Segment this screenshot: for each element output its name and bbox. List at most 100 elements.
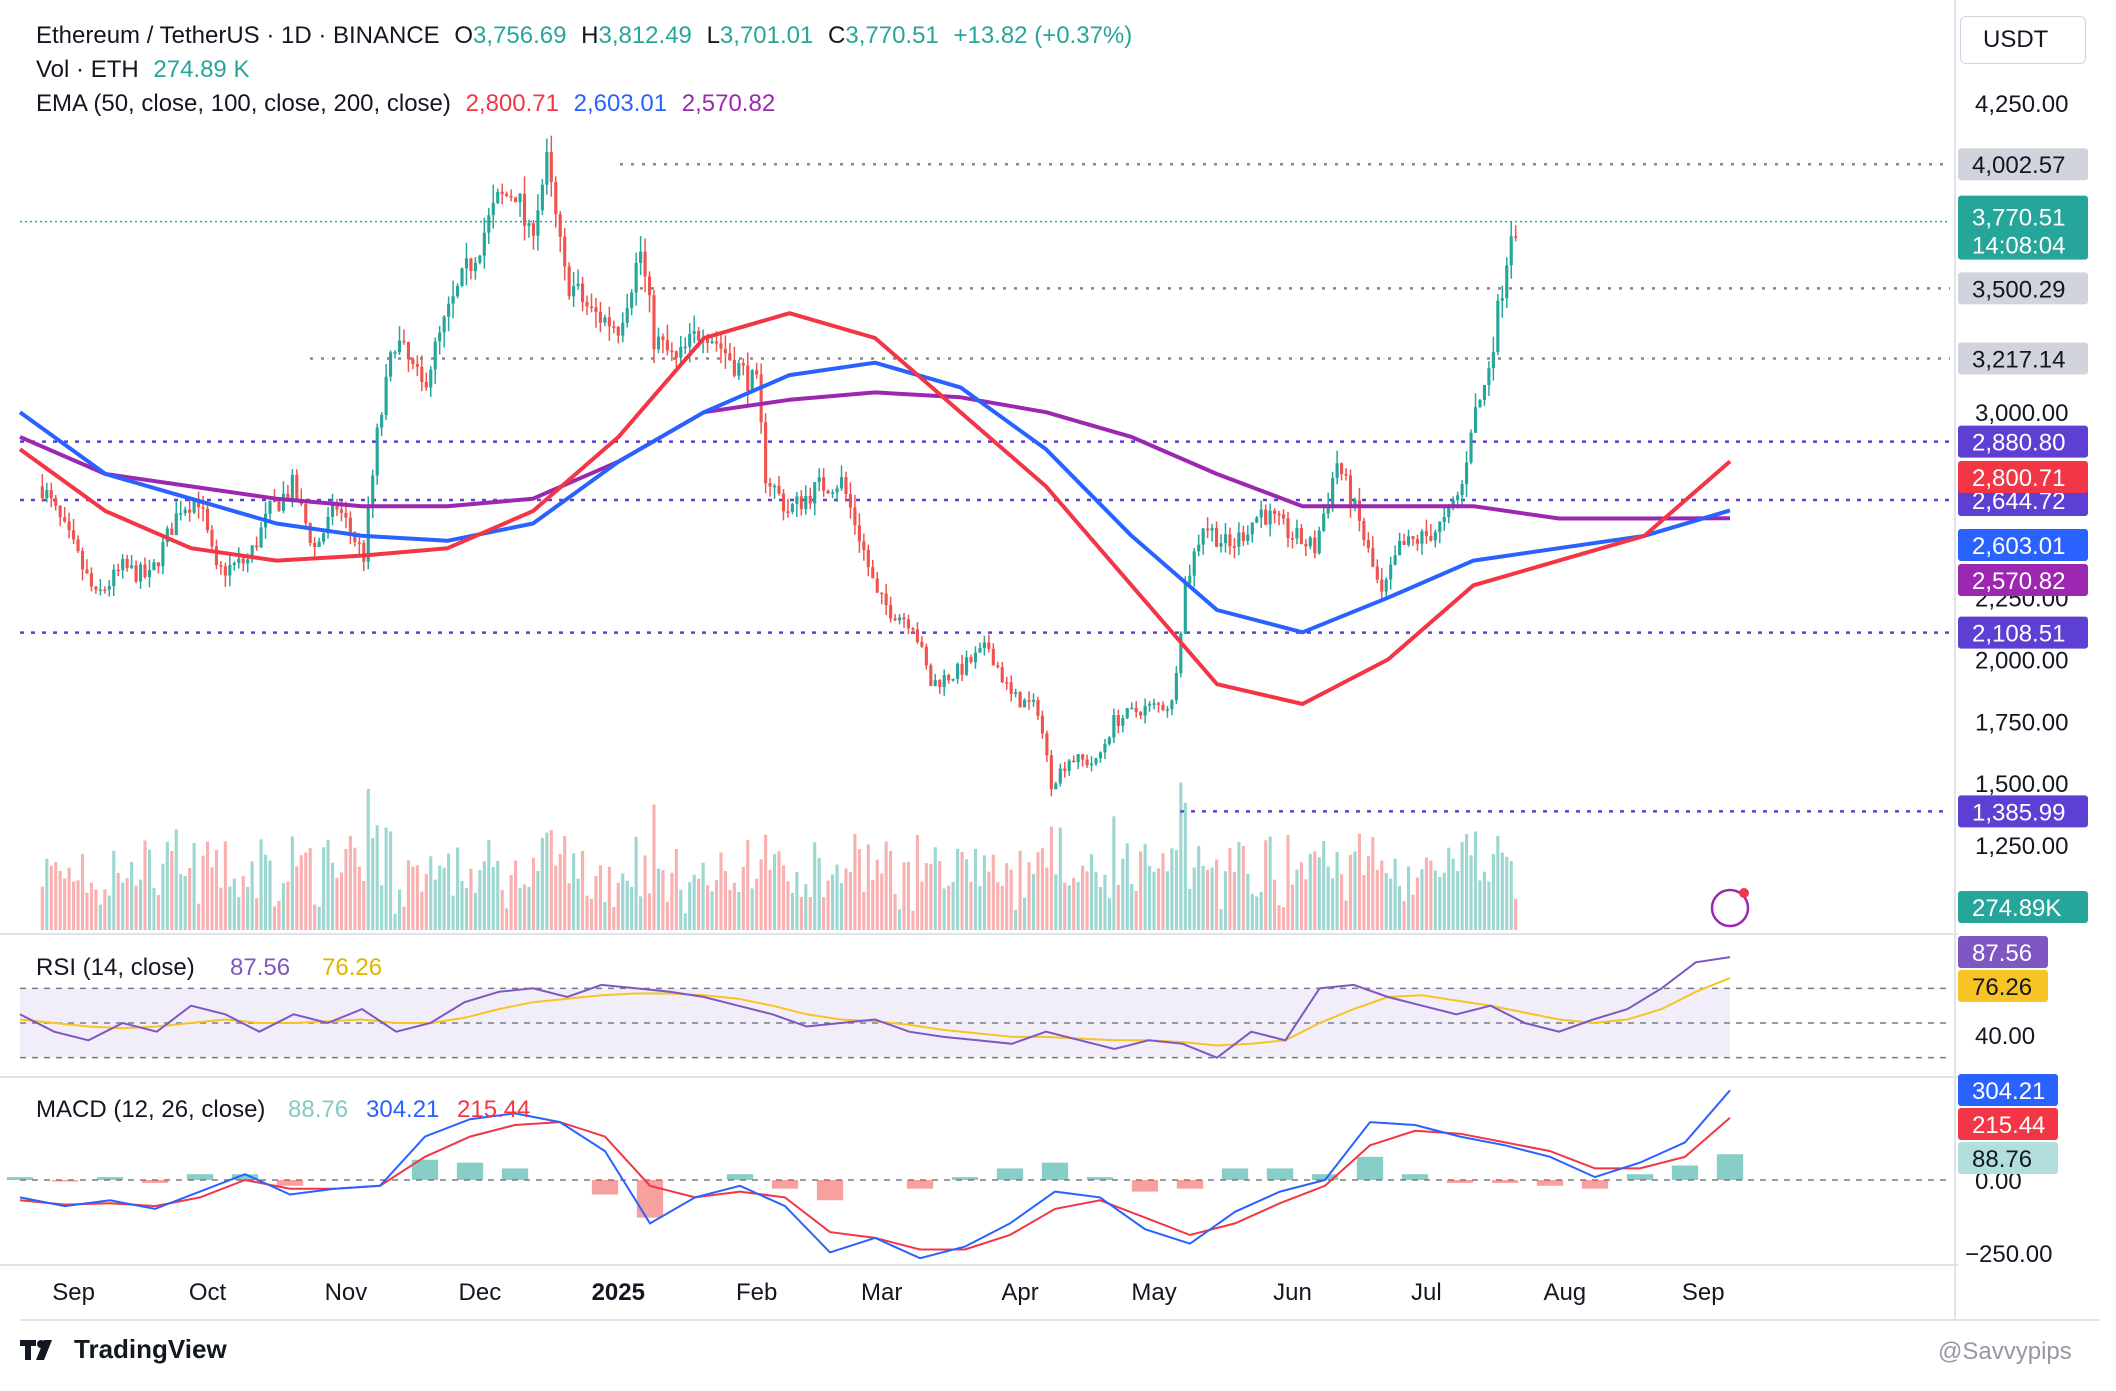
- candle-body: [420, 366, 424, 382]
- rsi-title: RSI (14, close): [36, 954, 195, 981]
- candle-body: [353, 532, 357, 543]
- candle-body: [612, 326, 616, 328]
- time-axis-tick: Jul: [1411, 1279, 1442, 1306]
- candle-body: [1478, 399, 1482, 408]
- volume-bar: [1223, 871, 1228, 930]
- volume-bar: [1067, 885, 1071, 930]
- volume-bar: [1210, 867, 1214, 930]
- volume-bar: [585, 895, 589, 930]
- rsi-value: 87.56: [230, 954, 290, 981]
- candle-body: [214, 546, 219, 566]
- candle-body: [1192, 551, 1196, 576]
- candle-body: [706, 338, 710, 343]
- volume-bar: [594, 875, 598, 930]
- volume-bar: [813, 842, 817, 930]
- volume-bar: [335, 877, 339, 930]
- ema-label[interactable]: EMA (50, close, 100, close, 200, close): [36, 90, 451, 117]
- volume-bar: [799, 896, 803, 930]
- volume-bar: [558, 853, 562, 930]
- macd-histogram-bar: [456, 1162, 484, 1180]
- volume-label[interactable]: Vol · ETH: [36, 56, 139, 83]
- candle-body: [1063, 768, 1067, 771]
- candle-body: [938, 680, 942, 687]
- volume-bar: [1478, 880, 1482, 930]
- tradingview-logo[interactable]: TradingView: [20, 1334, 227, 1365]
- volume-bar: [1509, 860, 1513, 930]
- volume-bar: [857, 849, 861, 930]
- level-price-tag: [1958, 272, 2088, 305]
- candle-body: [49, 489, 53, 499]
- candle-body: [893, 618, 897, 621]
- currency-button[interactable]: USDT: [1960, 16, 2086, 64]
- candle-body: [433, 341, 437, 370]
- volume-bar: [317, 906, 321, 930]
- volume-bar: [1491, 854, 1495, 930]
- hist-tag: [1958, 1142, 2058, 1174]
- level-price-label: 2,880.80: [1972, 430, 2065, 457]
- candle-body: [1438, 522, 1442, 533]
- volume-bar: [183, 876, 187, 930]
- candle-body: [1406, 536, 1411, 545]
- symbol-title[interactable]: Ethereum / TetherUS · 1D · BINANCE: [36, 22, 440, 49]
- volume-bar: [545, 832, 549, 930]
- volume-bar: [1299, 862, 1303, 930]
- volume-bar: [152, 888, 156, 930]
- volume-bar: [1482, 871, 1487, 930]
- candle-body: [1072, 760, 1076, 763]
- macd-histogram-bar: [951, 1177, 979, 1180]
- volume-bar: [45, 858, 49, 930]
- volume-bar: [1009, 869, 1013, 930]
- macd-histogram-bar: [1671, 1165, 1699, 1180]
- candle-body: [536, 210, 540, 236]
- level-price-label: 4,002.57: [1972, 152, 2065, 179]
- volume-bar: [500, 889, 504, 930]
- candle-body: [1152, 703, 1156, 705]
- ema-price-tag: [1958, 529, 2088, 561]
- volume-bar: [263, 854, 268, 930]
- volume-bar: [1139, 851, 1143, 930]
- volume-bar: [85, 892, 89, 930]
- candle-body: [982, 642, 986, 649]
- volume-bar: [1183, 802, 1187, 930]
- candle-body: [152, 562, 156, 571]
- candle-body: [451, 296, 455, 304]
- volume-bar: [1290, 884, 1295, 930]
- volume-bar: [1371, 837, 1375, 930]
- volume-bar: [1255, 896, 1259, 930]
- ema-price-label: 2,800.71: [1972, 465, 2065, 492]
- time-axis-tick: Feb: [736, 1279, 777, 1306]
- candle-body: [1295, 528, 1299, 539]
- volume-bar: [1174, 850, 1178, 930]
- candle-body: [1165, 709, 1170, 711]
- volume-bar: [322, 847, 326, 930]
- candle-body: [54, 498, 58, 506]
- candle-body: [625, 307, 629, 323]
- candle-body: [447, 303, 451, 317]
- candle-body: [1500, 298, 1504, 301]
- volume-bar: [1362, 875, 1366, 930]
- macd-histogram-bar: [186, 1174, 214, 1180]
- volume-bar: [665, 901, 669, 930]
- volume-bar: [1460, 842, 1464, 930]
- candle-body: [880, 592, 884, 595]
- volume-bar: [522, 884, 527, 930]
- candle-body: [362, 542, 366, 562]
- ema-price-label: 2,570.82: [1972, 568, 2065, 595]
- volume-bar: [1045, 867, 1049, 930]
- volume-bar: [831, 874, 835, 930]
- volume-bar: [464, 888, 469, 930]
- volume-bar: [1420, 869, 1424, 930]
- candle-body: [799, 496, 803, 509]
- macd-tag-label: 304.21: [1972, 1078, 2045, 1105]
- candle-body: [1174, 673, 1178, 701]
- candle-body: [1308, 537, 1312, 547]
- macd-histogram-bar: [276, 1180, 304, 1186]
- candle-body: [781, 493, 786, 512]
- hist-tag-label: 88.76: [1972, 1146, 2032, 1173]
- volume-bar: [947, 885, 951, 930]
- volume-bar: [161, 863, 165, 930]
- macd-signal-line: [19, 1117, 1731, 1251]
- macd-histogram-bar: [906, 1180, 934, 1189]
- volume-bar: [1081, 865, 1085, 930]
